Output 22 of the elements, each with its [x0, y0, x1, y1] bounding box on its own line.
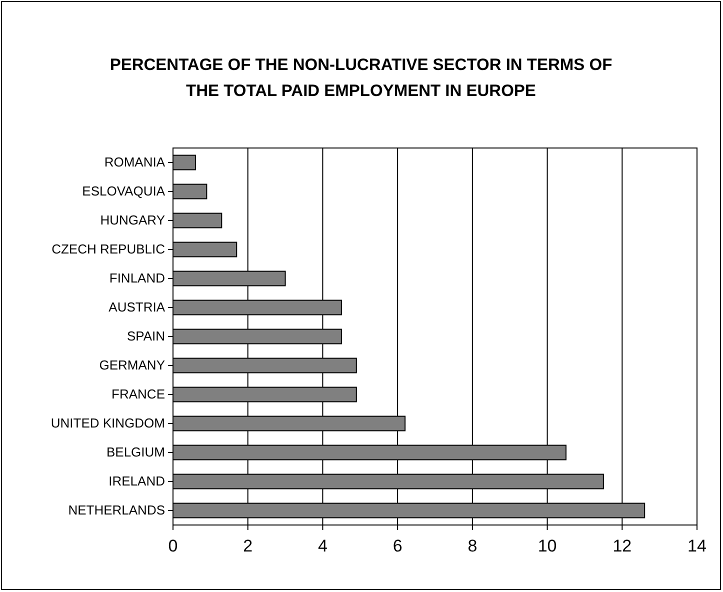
- y-tick-label: IRELAND: [108, 474, 165, 489]
- x-tick-label: 6: [392, 536, 402, 556]
- x-tick-label: 0: [168, 536, 178, 556]
- x-tick-label: 12: [612, 536, 632, 556]
- y-tick-label: GERMANY: [99, 358, 166, 373]
- x-tick-label: 14: [688, 536, 706, 556]
- y-tick-label: NETHERLANDS: [68, 502, 166, 518]
- y-tick-label: ESLOVAQUIA: [82, 184, 166, 199]
- y-tick-label: CZECH REPUBLIC: [52, 242, 165, 257]
- x-tick-label: 8: [468, 536, 478, 556]
- x-tick-label: 10: [538, 536, 557, 556]
- y-tick-label: FRANCE: [112, 386, 166, 402]
- chart-title: PERCENTAGE OF THE NON-LUCRATIVE SECTOR IN TERMS OF THE TOTAL PAID EMPLOYMENT IN EUROPE: [110, 56, 612, 100]
- y-tick-label: UNITED KINGDOM: [50, 416, 165, 431]
- x-tick-label: 4: [318, 536, 328, 556]
- y-tick-label: AUSTRIA: [108, 300, 166, 315]
- y-tick-label: BELGIUM: [106, 444, 165, 460]
- x-tick-label: 2: [243, 536, 253, 556]
- y-tick-label: ROMANIA: [104, 154, 166, 170]
- y-tick-label: FINLAND: [109, 270, 165, 286]
- y-tick-label: SPAIN: [126, 328, 165, 344]
- y-tick-label: HUNGARY: [100, 212, 166, 228]
